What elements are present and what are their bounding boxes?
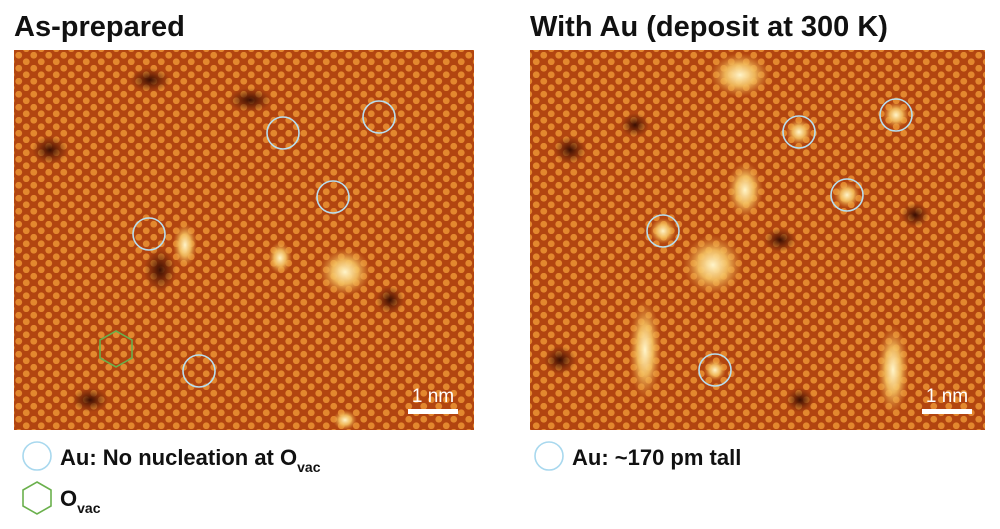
ovac-marker	[99, 330, 133, 368]
legend-sub: vac	[77, 500, 101, 516]
legend-text: Au: No nucleation at Ovac	[60, 445, 321, 475]
legend-text: Ovac	[60, 486, 101, 516]
au-marker	[266, 116, 300, 150]
legend-hexagon	[22, 481, 52, 515]
legend-main: O	[60, 486, 77, 511]
au-marker	[698, 353, 732, 387]
au-marker	[782, 115, 816, 149]
legend-main: Au: No nucleation at O	[60, 445, 297, 470]
scale-bar	[408, 409, 458, 414]
scale-bar	[922, 409, 972, 414]
au-marker	[646, 214, 680, 248]
scale-label: 1 nm	[412, 386, 454, 407]
au-marker	[830, 178, 864, 212]
panel-title: As-prepared	[14, 11, 185, 43]
au-marker	[182, 354, 216, 388]
stm-image: 1 nm	[530, 50, 985, 430]
legend-circle	[534, 441, 564, 471]
au-marker	[132, 217, 166, 251]
au-marker	[316, 180, 350, 214]
scale-label: 1 nm	[926, 386, 968, 407]
legend-text: Au: ~170 pm tall	[572, 445, 741, 470]
au-marker	[879, 98, 913, 132]
au-marker	[362, 100, 396, 134]
legend-circle	[22, 441, 52, 471]
panel-title: With Au (deposit at 300 K)	[530, 11, 888, 43]
stm-image: 1 nm	[14, 50, 474, 430]
legend-sub: vac	[297, 459, 321, 475]
